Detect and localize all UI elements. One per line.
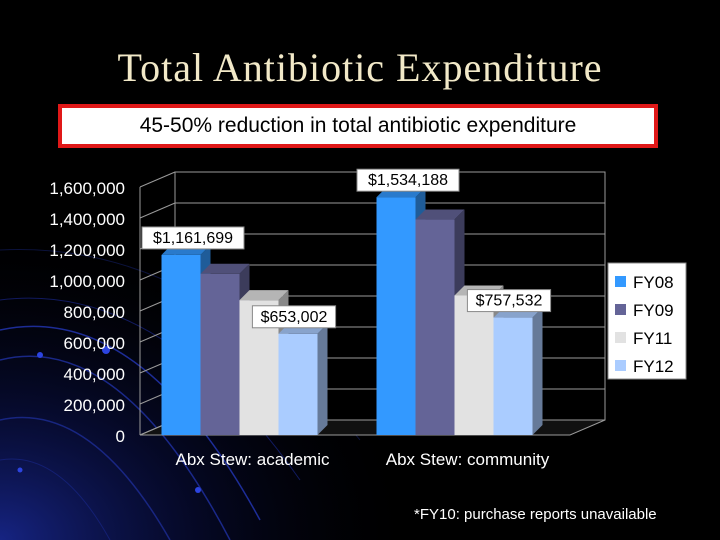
legend-swatch — [615, 304, 626, 315]
data-label: $1,534,188 — [368, 172, 448, 189]
bar — [376, 197, 416, 435]
data-label: $1,161,699 — [153, 230, 233, 247]
slide-title: Total Antibiotic Expenditure — [117, 45, 603, 90]
subtitle-callout: 45-50% reduction in total antibiotic exp… — [58, 104, 658, 148]
legend-swatch — [615, 332, 626, 343]
bar — [415, 219, 455, 435]
bar — [161, 254, 201, 435]
gridline-depth — [139, 202, 176, 219]
legend-label: FY12 — [633, 357, 674, 376]
footnote: *FY10: purchase reports unavailable — [414, 506, 657, 523]
legend-label: FY11 — [633, 329, 672, 348]
legend-swatch — [615, 360, 626, 371]
legend-label: FY09 — [633, 301, 674, 320]
bar — [454, 295, 494, 435]
bar-side — [317, 323, 328, 435]
bar — [278, 333, 318, 435]
x-category-label: Abx Stew: community — [386, 450, 550, 469]
data-label-box — [141, 226, 245, 250]
y-tick-label: 1,400,000 — [49, 210, 125, 229]
y-tick-label: 800,000 — [64, 303, 125, 322]
y-tick-label: 600,000 — [64, 334, 125, 353]
gridline-depth — [139, 171, 176, 188]
y-tick-label: 1,200,000 — [49, 241, 125, 260]
legend-swatch — [615, 276, 626, 287]
bar-top — [239, 290, 289, 301]
x-category-label: Abx Stew: academic — [175, 450, 330, 469]
bar-side — [532, 307, 543, 435]
y-tick-label: 200,000 — [64, 396, 125, 415]
bar — [493, 317, 533, 435]
subtitle-text: 45-50% reduction in total antibiotic exp… — [139, 114, 577, 137]
y-tick-label: 400,000 — [64, 365, 125, 384]
y-tick-label: 1,600,000 — [49, 179, 125, 198]
bar-top — [415, 209, 465, 220]
legend-label: FY08 — [633, 273, 674, 292]
y-tick-label: 1,000,000 — [49, 272, 125, 291]
data-label: $653,002 — [261, 309, 328, 326]
data-label: $757,532 — [476, 293, 543, 310]
data-label-box — [251, 305, 337, 329]
bar — [200, 273, 240, 435]
data-label-box — [356, 168, 460, 192]
y-tick-label: 0 — [116, 427, 125, 446]
data-label-box — [466, 289, 552, 313]
bar-top — [200, 263, 250, 274]
